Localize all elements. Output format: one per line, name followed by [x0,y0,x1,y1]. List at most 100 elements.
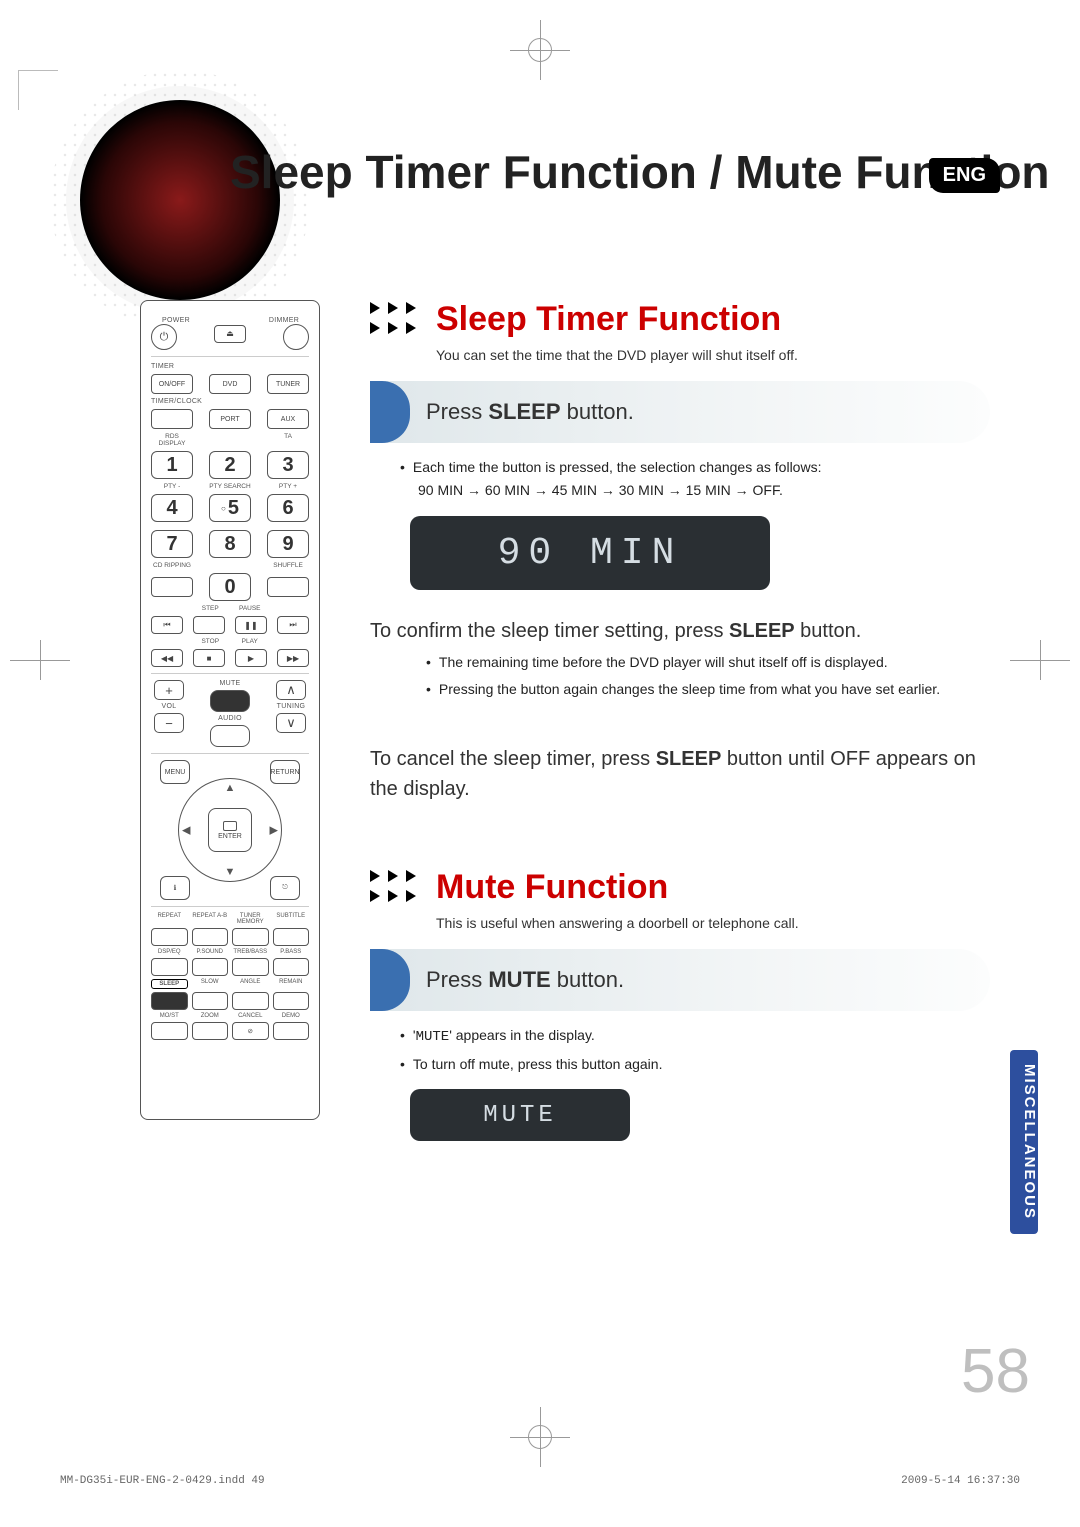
pause-button: ❚❚ [235,616,267,634]
label-slow: SLOW [192,979,229,989]
label-pbass: P.BASS [273,949,310,955]
next-button: ⏭ [277,616,309,634]
remain-button [273,992,310,1010]
dvd-button: DVD [209,374,251,394]
dpad: MENU RETURN ℹ ⎋ ▲ ▼ ◀ ▶ ENTER [160,760,300,900]
rew-button: ◀◀ [151,649,183,667]
tuning-up-button: ∧ [276,680,306,700]
label-remain: REMAIN [273,979,310,989]
label-power: POWER [151,317,201,324]
label-pause: PAUSE [230,605,270,612]
demo-button [273,1022,310,1040]
label-subtitle: SUBTITLE [273,913,310,925]
label-angle: ANGLE [232,979,269,989]
sleep-confirm-b2: •Pressing the button again changes the s… [426,679,990,700]
sleep-cancel-text: To cancel the sleep timer, press SLEEP b… [370,744,990,804]
pill-text: Press [426,399,488,424]
menu-button: MENU [160,760,190,784]
prev-button: ⏮ [151,616,183,634]
label-pty-plus: PTY + [267,483,309,490]
cropmark-left [10,640,70,680]
sleep-sequence: 90 MIN → 60 MIN → 45 MIN → 30 MIN → 15 M… [418,482,990,498]
cropmark-top [510,20,570,80]
cropmark-right [1010,640,1070,680]
mute-section-title: Mute Function [436,868,668,907]
side-tab-miscellaneous: MISCELLANEOUS [1010,1050,1038,1234]
lcd-display-mute: MUTE [410,1089,630,1141]
label-zoom: ZOOM [192,1013,229,1019]
sleep-button [151,992,188,1010]
vol-up-button: + [154,680,184,700]
cdripping-button [151,577,193,597]
num-3: 3 [267,451,309,479]
corner-mark [18,70,58,110]
num-4: 4 [151,494,193,522]
page-number: 58 [961,1336,1030,1407]
label-tuning: TUNING [273,703,309,710]
arrow-decoration-icon [370,870,424,906]
play-button: ▶ [235,649,267,667]
label-most: MO/ST [151,1013,188,1019]
label-repeat: REPEAT [151,913,188,925]
dimmer-button [283,324,309,350]
mute-instruction-pill: Press MUTE button. [370,949,990,1011]
mute-button [210,690,250,712]
most-button [151,1022,188,1040]
content-area: Sleep Timer Function You can set the tim… [370,300,990,1167]
mute-bullet-1: • 'MUTE' appears in the display. [400,1025,990,1048]
onoff-button: ON/OFF [151,374,193,394]
speaker-graphic [80,100,280,300]
page-title: Sleep Timer Function / Mute Function [230,145,1050,199]
label-vol: VOL [151,703,187,710]
pill-bold: SLEEP [488,399,560,424]
subtitle-button [273,928,310,946]
dspeq-button [151,958,188,976]
footer-timestamp: 2009-5-14 16:37:30 [901,1475,1020,1487]
shuffle-button [267,577,309,597]
eject-button: ⏏ [214,325,246,343]
pill-text-post: button. [561,399,634,424]
arrow-down-icon: ▼ [225,866,236,878]
pill-bold: MUTE [488,967,550,992]
footer-file-info: MM-DG35i-EUR-ENG-2-0429.indd 49 [60,1475,265,1487]
label-dimmer: DIMMER [259,317,309,324]
cancel-button: ⊘ [232,1022,269,1040]
num-2: 2 [209,451,251,479]
language-badge: ENG [929,158,1000,193]
vol-down-button: − [154,713,184,733]
arrow-decoration-icon [370,302,424,338]
info-button: ℹ [160,876,190,900]
repeat-button [151,928,188,946]
num-5: ○5 [209,494,251,522]
exit-button: ⎋ [270,876,300,900]
label-cancel: CANCEL [232,1013,269,1019]
label-shuffle: SHUFFLE [267,562,309,569]
label-timerclock: TIMER/CLOCK [151,398,309,405]
label-cdripping: CD RIPPING [151,562,193,569]
sleep-confirm-text: To confirm the sleep timer setting, pres… [370,616,990,646]
label-rds: RDS DISPLAY [151,433,193,447]
sleep-instruction-pill: Press SLEEP button. [370,381,990,443]
tuner-memory-button [232,928,269,946]
enter-button: ENTER [208,808,252,852]
cropmark-bottom [510,1407,570,1467]
pbass-button [273,958,310,976]
num-8: 8 [209,530,251,558]
num-1: 1 [151,451,193,479]
return-button: RETURN [270,760,300,784]
stop-button: ■ [193,649,225,667]
zoom-button [192,1022,229,1040]
step-button [193,616,225,634]
tuner-button: TUNER [267,374,309,394]
sleep-bullet-1: •Each time the button is pressed, the se… [400,457,990,478]
sleep-section-title: Sleep Timer Function [436,300,781,339]
label-mute: MUTE [200,680,260,687]
trebbass-button [232,958,269,976]
label-timer: TIMER [151,363,309,370]
arrow-right-icon: ▶ [270,824,278,837]
label-trebbass: TREB/BASS [232,949,269,955]
angle-button [232,992,269,1010]
repeat-ab-button [192,928,229,946]
num-7: 7 [151,530,193,558]
arrow-up-icon: ▲ [225,782,236,794]
